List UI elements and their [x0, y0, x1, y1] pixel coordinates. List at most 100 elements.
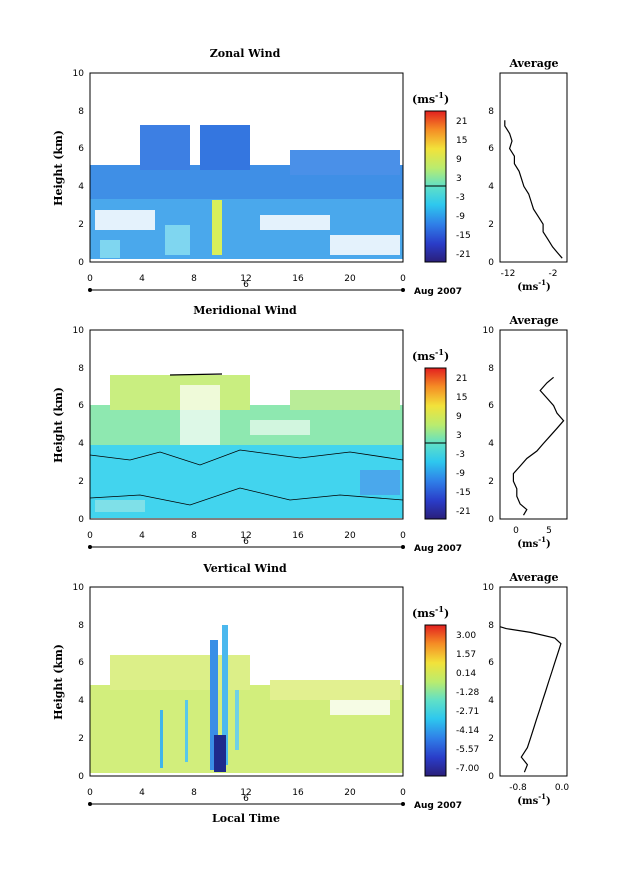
average-x-label: (ms-1)	[517, 278, 550, 293]
date-label: Aug 2007	[414, 287, 462, 297]
average-y-tick: 0	[488, 258, 494, 268]
x-tick-label: 4	[139, 788, 145, 798]
date-day: 6	[243, 794, 249, 804]
heatmap-patch-light	[95, 500, 145, 512]
heatmap-patch-light	[100, 240, 120, 258]
colorbar-tick: -2.71	[456, 707, 479, 717]
colorbar-tick: -3	[456, 450, 465, 460]
colorbar-tick: -21	[456, 507, 471, 517]
y-tick-label: 10	[73, 326, 85, 336]
average-x-label: (ms-1)	[517, 792, 550, 807]
y-tick-label: 8	[78, 621, 84, 631]
average-x-tick: -0.8	[509, 783, 527, 793]
colorbar-tick: 21	[456, 117, 467, 127]
x-tick-label: 20	[344, 788, 356, 798]
average-profile: Average -0.8 0.0 0 2 4 6 8 10 (ms-1)	[483, 571, 570, 807]
colorbar-unit: (ms-1)	[412, 604, 449, 620]
y-tick-label: 10	[73, 69, 85, 79]
y-axis: 0 2 4 6 8 10	[73, 583, 85, 782]
y-axis-label: Height (km)	[52, 130, 65, 206]
average-y-tick: 2	[488, 220, 494, 230]
y-axis: 0 2 4 6 8 10	[73, 326, 85, 525]
date-bar-marker	[401, 288, 405, 292]
average-y-tick: 8	[488, 364, 494, 374]
y-tick-label: 0	[78, 515, 84, 525]
heatmap-gap	[260, 215, 330, 230]
panel-vertical-wind: Vertical Wind Height (km) 0 4 8 12 16 20…	[52, 562, 569, 825]
average-y-tick: 0	[488, 515, 494, 525]
x-tick-label: 0	[87, 788, 93, 798]
date-bar: 6 Aug 2007	[88, 537, 462, 554]
y-tick-label: 4	[78, 182, 84, 192]
x-axis: 0 4 8 12 16 20 0	[87, 788, 406, 798]
heatmap-patch-light	[165, 225, 190, 255]
y-tick-label: 2	[78, 477, 84, 487]
y-tick-label: 6	[78, 401, 84, 411]
heatmap-gap	[95, 210, 155, 230]
y-tick-label: 4	[78, 439, 84, 449]
date-bar-marker	[401, 802, 405, 806]
x-tick-label: 16	[292, 531, 304, 541]
heatmap-streak	[160, 710, 163, 768]
date-label: Aug 2007	[414, 544, 462, 554]
date-bar-marker	[88, 802, 92, 806]
x-tick-label: 16	[292, 274, 304, 284]
colorbar-tick: 3.00	[456, 631, 476, 641]
colorbar-tick: -7.00	[456, 764, 480, 774]
colorbar-tick: 15	[456, 393, 467, 403]
x-tick-label: 4	[139, 531, 145, 541]
average-title: Average	[508, 571, 558, 584]
x-axis: 0 4 8 12 16 20 0	[87, 531, 406, 541]
heatmap-patch-upper	[110, 655, 250, 690]
date-bar-marker	[88, 288, 92, 292]
average-y-tick: 2	[488, 477, 494, 487]
date-bar-marker	[401, 545, 405, 549]
average-y-tick: 6	[488, 401, 494, 411]
average-y-tick: 4	[488, 696, 494, 706]
x-tick-label: 20	[344, 274, 356, 284]
y-tick-label: 8	[78, 107, 84, 117]
average-profile: Average -12 -2 0 2 4 6 8 (ms-1)	[488, 57, 568, 293]
zonal-heatmap	[90, 125, 403, 259]
colorbar-tick: 3	[456, 174, 462, 184]
x-tick-label: 0	[400, 274, 406, 284]
average-y-tick: 8	[488, 107, 494, 117]
average-title: Average	[508, 314, 558, 327]
plot-frame	[89, 586, 404, 777]
y-tick-label: 6	[78, 144, 84, 154]
heatmap-plume-left	[140, 125, 190, 170]
x-tick-label: 8	[191, 531, 197, 541]
y-tick-label: 10	[73, 583, 85, 593]
heatmap-streak	[235, 690, 239, 750]
x-axis-label: Local Time	[212, 812, 280, 825]
average-profile-line	[512, 376, 565, 516]
y-tick-label: 0	[78, 258, 84, 268]
panel-title: Zonal Wind	[210, 47, 281, 60]
y-axis-label: Height (km)	[52, 644, 65, 720]
average-x-tick: 0.0	[555, 783, 570, 793]
colorbar-unit: (ms-1)	[412, 90, 449, 106]
x-tick-label: 20	[344, 531, 356, 541]
average-y-tick: 8	[488, 621, 494, 631]
average-profile: Average 0 5 0 2 4 6 8 10 (ms-1)	[483, 314, 568, 550]
x-tick-label: 4	[139, 274, 145, 284]
average-profile-line	[504, 120, 563, 259]
panel-zonal-wind: Zonal Wind Height (km) 0 4 8 12 16 20 0	[52, 47, 568, 297]
heatmap-patch-right	[290, 150, 400, 175]
meridional-heatmap	[90, 373, 403, 518]
heatmap-patch-yellow	[212, 200, 222, 255]
x-tick-label: 12	[240, 531, 251, 541]
average-y-tick: 2	[488, 734, 494, 744]
colorbar-tick: 1.57	[456, 650, 476, 660]
vertical-heatmap	[90, 625, 403, 773]
plot-frame	[89, 72, 404, 263]
zero-contour	[90, 449, 403, 466]
x-tick-label: 0	[87, 531, 93, 541]
average-x-tick: 5	[546, 526, 552, 536]
x-tick-label: 8	[191, 788, 197, 798]
x-tick-label: 16	[292, 788, 304, 798]
colorbar-gradient	[424, 624, 447, 777]
colorbar-tick: -21	[456, 250, 471, 260]
heatmap-patch-right	[270, 680, 400, 700]
average-y-tick: 0	[488, 772, 494, 782]
